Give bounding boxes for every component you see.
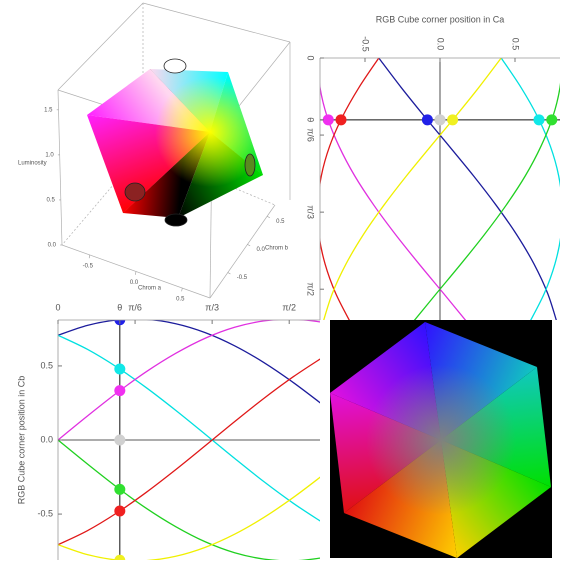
corner-dot <box>533 114 545 126</box>
curve <box>320 82 467 320</box>
corner-dot <box>114 385 126 397</box>
tick-mark <box>88 254 91 259</box>
corner-disc <box>244 153 256 177</box>
center-glow <box>330 322 551 558</box>
rgb-cube <box>87 69 263 218</box>
curve <box>323 58 502 320</box>
box-edge <box>142 2 291 43</box>
corner-dot <box>114 434 126 446</box>
y-tick-label: 0.5 <box>511 38 521 51</box>
corner-dot <box>335 114 347 126</box>
x-tick-label: π/6 <box>128 302 142 312</box>
corner-dot <box>421 114 433 126</box>
y-tick-label: 0.0 <box>40 434 53 444</box>
curve <box>500 58 560 320</box>
y-tick-label: 0.5 <box>40 360 53 370</box>
box-edge <box>57 89 63 246</box>
curve <box>58 476 320 560</box>
x-tick-label: π/3 <box>205 302 219 312</box>
tick-label: 0.0 <box>130 280 139 286</box>
plot-area <box>320 58 560 320</box>
corner-dot <box>322 114 334 126</box>
corner-dot <box>114 554 126 560</box>
x-tick-label: π/6 <box>306 128 316 142</box>
curve <box>378 58 557 320</box>
corner-dot <box>114 505 126 517</box>
axis-label: Chrom b <box>265 246 289 252</box>
y-tick-label: -0.5 <box>361 36 371 52</box>
x-tick-label: π/2 <box>282 302 296 312</box>
box-edge <box>57 2 144 91</box>
center-glow <box>87 69 263 218</box>
tick-label: -0.5 <box>237 275 248 281</box>
curve <box>320 58 380 320</box>
tick-mark <box>181 288 183 292</box>
curve <box>58 334 320 522</box>
tick-label: 1.0 <box>45 152 54 158</box>
axis-label: Luminosity <box>18 161 47 167</box>
corner-disc <box>163 58 187 74</box>
x-tick-label: 0 <box>306 55 316 60</box>
corner-disc <box>164 213 188 227</box>
x-tick-label: θ <box>117 302 122 312</box>
corner-disc <box>124 182 146 202</box>
tick-label: 0.5 <box>46 198 55 204</box>
x-tick-label: 0 <box>55 302 60 312</box>
plot-area <box>58 320 320 560</box>
curve <box>58 320 320 441</box>
y-axis-label: RGB Cube corner position in Cb <box>16 376 26 505</box>
corner-dot <box>434 114 446 126</box>
tick-label: 0.0 <box>48 243 57 249</box>
corner-dot <box>114 363 126 375</box>
tick-label: 0.5 <box>276 219 285 225</box>
curve <box>58 439 320 560</box>
x-tick-label: π/2 <box>306 282 316 296</box>
curve <box>58 358 320 546</box>
x-tick-label: θ <box>306 117 316 122</box>
curve <box>58 320 320 404</box>
corner-dot <box>546 114 558 126</box>
axis-label: Chrom a <box>138 286 162 292</box>
tick-mark <box>247 244 251 247</box>
y-tick-label: 0.0 <box>436 38 446 51</box>
curve <box>413 82 560 320</box>
box-edge <box>209 204 276 299</box>
corner-dot <box>114 483 126 495</box>
x-tick-label: π/3 <box>306 205 316 219</box>
tick-label: 1.5 <box>44 107 53 113</box>
chart-title: RGB Cube corner position in Ca <box>376 14 505 24</box>
tick-mark <box>266 215 270 219</box>
tick-mark <box>227 272 231 275</box>
y-tick-label: -0.5 <box>37 508 53 518</box>
tick-label: -0.5 <box>83 264 94 270</box>
tick-mark <box>135 271 137 275</box>
rgb-hexagon <box>330 322 551 558</box>
tick-label: 0.5 <box>176 297 185 303</box>
tick-label: 0.0 <box>256 247 265 253</box>
corner-dot <box>447 114 459 126</box>
